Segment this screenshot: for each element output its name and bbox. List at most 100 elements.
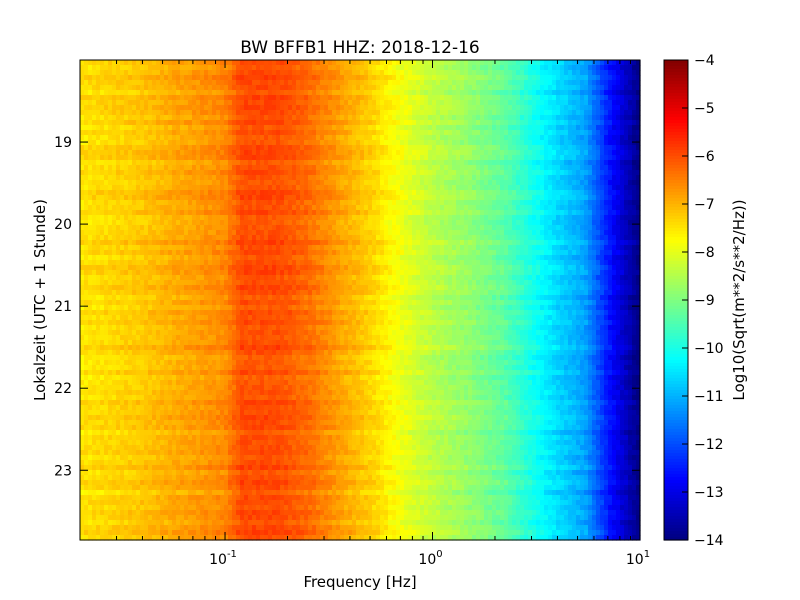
heatmap-cell bbox=[156, 205, 161, 211]
heatmap-cell bbox=[604, 100, 609, 106]
heatmap-cell bbox=[316, 90, 321, 96]
heatmap-cell bbox=[576, 125, 581, 131]
heatmap-cell bbox=[200, 135, 205, 141]
heatmap-cell bbox=[304, 145, 309, 151]
heatmap-cell bbox=[236, 125, 241, 131]
heatmap-cell bbox=[124, 200, 129, 206]
heatmap-cell bbox=[260, 95, 265, 101]
heatmap-cell bbox=[304, 90, 309, 96]
heatmap-cell bbox=[304, 80, 309, 86]
heatmap-cell bbox=[368, 165, 373, 171]
heatmap-cell bbox=[448, 145, 453, 151]
heatmap-cell bbox=[184, 135, 189, 141]
heatmap-cell bbox=[480, 120, 485, 126]
heatmap-cell bbox=[600, 90, 605, 96]
heatmap-cell bbox=[160, 115, 165, 121]
heatmap-cell bbox=[580, 185, 585, 191]
heatmap-cell bbox=[248, 140, 253, 146]
heatmap-cell bbox=[392, 110, 397, 116]
heatmap-cell bbox=[112, 170, 117, 176]
heatmap-cell bbox=[216, 205, 221, 211]
heatmap-cell bbox=[328, 185, 333, 191]
heatmap-cell bbox=[152, 65, 157, 71]
heatmap-cell bbox=[208, 205, 213, 211]
heatmap-cell bbox=[296, 215, 301, 221]
heatmap-cell bbox=[460, 155, 465, 161]
heatmap-cell bbox=[592, 120, 597, 126]
heatmap-cell bbox=[500, 210, 505, 216]
heatmap-cell bbox=[392, 155, 397, 161]
heatmap-cell bbox=[256, 230, 261, 236]
heatmap-cell bbox=[376, 60, 381, 66]
heatmap-cell bbox=[416, 175, 421, 181]
heatmap-cell bbox=[312, 145, 317, 151]
heatmap-cell bbox=[632, 115, 637, 121]
heatmap-cell bbox=[316, 210, 321, 216]
heatmap-cell bbox=[192, 85, 197, 91]
heatmap-cell bbox=[128, 145, 133, 151]
heatmap-cell bbox=[528, 110, 533, 116]
heatmap-cell bbox=[144, 80, 149, 86]
heatmap-cell bbox=[584, 225, 589, 231]
heatmap-cell bbox=[616, 60, 621, 66]
heatmap-cell bbox=[200, 175, 205, 181]
heatmap-cell bbox=[172, 190, 177, 196]
heatmap-cell bbox=[304, 140, 309, 146]
heatmap-cell bbox=[276, 155, 281, 161]
heatmap-cell bbox=[340, 165, 345, 171]
heatmap-cell bbox=[504, 140, 509, 146]
heatmap-cell bbox=[472, 105, 477, 111]
heatmap-cell bbox=[136, 230, 141, 236]
heatmap-cell bbox=[544, 210, 549, 216]
heatmap-cell bbox=[252, 170, 257, 176]
heatmap-cell bbox=[296, 230, 301, 236]
heatmap-cell bbox=[480, 160, 485, 166]
heatmap-cell bbox=[96, 180, 101, 186]
heatmap-cell bbox=[432, 110, 437, 116]
heatmap-cell bbox=[452, 130, 457, 136]
heatmap-cell bbox=[388, 180, 393, 186]
heatmap-cell bbox=[252, 130, 257, 136]
heatmap-cell bbox=[484, 180, 489, 186]
heatmap-cell bbox=[352, 90, 357, 96]
heatmap-cell bbox=[92, 60, 97, 66]
heatmap-cell bbox=[204, 145, 209, 151]
heatmap-cell bbox=[360, 165, 365, 171]
heatmap-cell bbox=[328, 210, 333, 216]
heatmap-cell bbox=[152, 165, 157, 171]
heatmap-cell bbox=[100, 120, 105, 126]
heatmap-cell bbox=[512, 65, 517, 71]
heatmap-cell bbox=[340, 110, 345, 116]
heatmap-cell bbox=[364, 235, 369, 241]
heatmap-cell bbox=[516, 215, 521, 221]
heatmap-cell bbox=[300, 165, 305, 171]
heatmap-cell bbox=[112, 60, 117, 66]
heatmap-cell bbox=[552, 155, 557, 161]
heatmap-cell bbox=[216, 215, 221, 221]
heatmap-cell bbox=[332, 155, 337, 161]
heatmap-cell bbox=[492, 130, 497, 136]
heatmap-cell bbox=[380, 215, 385, 221]
heatmap-cell bbox=[620, 125, 625, 131]
heatmap-cell bbox=[212, 135, 217, 141]
heatmap-cell bbox=[244, 130, 249, 136]
heatmap-cell bbox=[448, 130, 453, 136]
heatmap-cell bbox=[96, 215, 101, 221]
heatmap-cell bbox=[616, 180, 621, 186]
heatmap-cell bbox=[544, 145, 549, 151]
heatmap-cell bbox=[316, 185, 321, 191]
heatmap-cell bbox=[452, 90, 457, 96]
heatmap-cell bbox=[392, 145, 397, 151]
heatmap-cell bbox=[348, 230, 353, 236]
heatmap-cell bbox=[140, 185, 145, 191]
heatmap-cell bbox=[636, 65, 641, 71]
heatmap-cell bbox=[568, 225, 573, 231]
heatmap-cell bbox=[388, 70, 393, 76]
heatmap-cell bbox=[632, 220, 637, 226]
heatmap-cell bbox=[360, 180, 365, 186]
heatmap-cell bbox=[208, 225, 213, 231]
heatmap-cell bbox=[604, 95, 609, 101]
heatmap-cell bbox=[320, 235, 325, 241]
heatmap-cell bbox=[520, 115, 525, 121]
